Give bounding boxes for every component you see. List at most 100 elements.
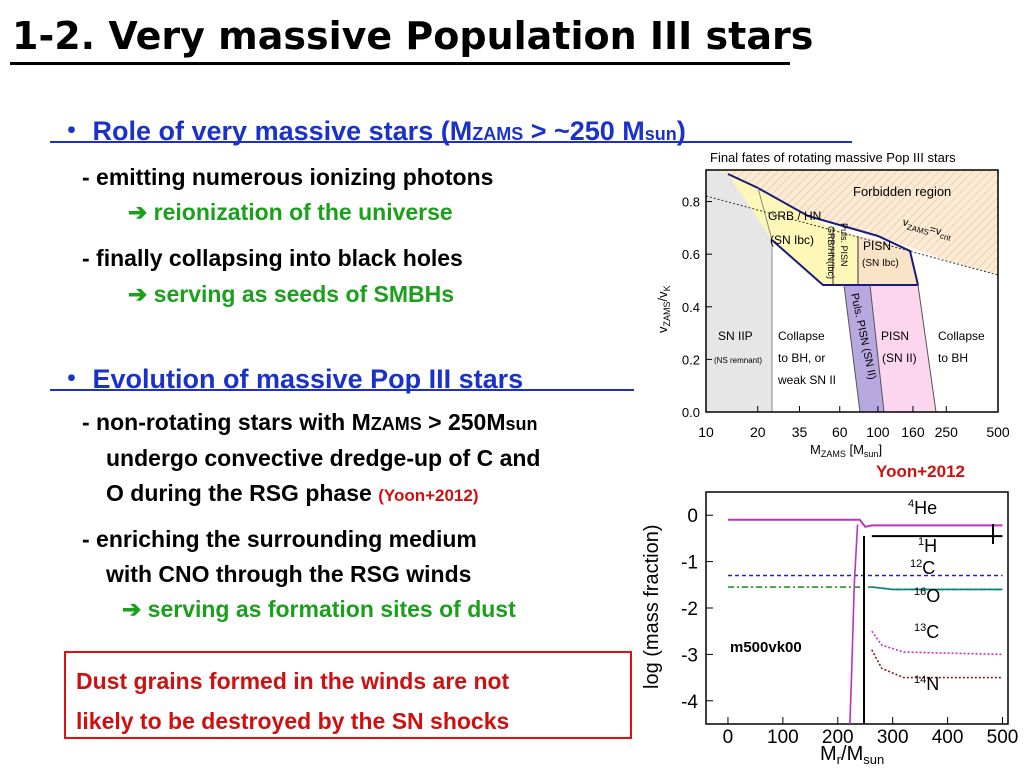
section2-item1-line3-text: O during the RSG phase [106,480,379,506]
profile-x-tick-label: 0 [723,727,734,748]
profile-series-label: 16O [914,586,940,606]
region-pisn-sn2 [870,285,936,412]
profile-y-tick-label: 0 [687,506,698,527]
label-sn-iip: SN IIP [718,329,753,343]
label-sn-iip-2: (NS remnant) [714,356,762,365]
slide-title: 1-2. Very massive Population III stars [12,14,814,58]
profile-series-label: 12C [910,558,935,578]
section2-item1-citation: (Yoon+2012) [378,486,479,505]
fates-x-tick-label: 35 [792,424,808,440]
fates-chart-title: Final fates of rotating massive Pop III … [710,150,956,165]
fates-x-tick-label: 60 [832,424,848,440]
section1-heading-sub2: sun [644,124,677,144]
region-collapse-bh-left [772,240,860,412]
profile-y-tick-label: -1 [681,553,698,574]
profile-series-label: 14N [914,674,939,694]
fates-y-tick-label: 0.6 [682,247,700,262]
section1-item1: - emitting numerous ionizing photons [82,164,494,190]
fates-x-tick-label: 500 [986,424,1010,440]
profile-series-line [871,630,1003,656]
fates-plot-frame [705,169,999,413]
profile-y-ticks: 0 -1 -2 -3 -4 [681,506,713,713]
region-puls-pisn-sn2 [844,285,884,412]
section2-item1-line1-sub2: sun [505,414,538,434]
model-label: m500vk00 [730,639,802,656]
profile-series-line [871,586,1003,591]
section1-item2-result: ➔ serving as seeds of SMBHs [128,281,455,307]
section1-heading-sub: ZAMS [472,124,524,144]
title-underline [10,62,790,65]
fates-x-label: MZAMS [Msun] [810,442,882,459]
profile-x-tick-label: 200 [822,727,854,748]
fates-x-tick-label: 100 [866,424,890,440]
fates-y-tick-label: 0.4 [682,300,700,315]
final-fates-chart: Final fates of rotating massive Pop III … [655,150,1010,459]
label-pisn-ibc-2: (SN Ibc) [862,258,899,269]
profile-y-tick-label: -4 [681,692,698,713]
profile-series-line [728,518,1003,528]
fates-x-tick-label: 10 [698,424,714,440]
label-pisn-ibc: PISN [863,239,891,253]
fates-chart-citation: Yoon+2012 [876,462,965,481]
profile-y-tick-label: -2 [681,599,698,620]
fates-x-tick-label: 20 [750,424,766,440]
section2-item1-line1: - non-rotating stars with MZAMS > 250Msu… [82,409,538,436]
fates-x-ticks: 10 20 35 60 100 160 250 500 [698,406,1010,440]
dust-box-line2: likely to be destroyed by the SN shocks [76,708,510,734]
profile-y-label: log (mass fraction) [641,525,663,690]
label-grb-hn-2: (SN Ibc) [770,233,814,247]
label-pisn-sn2: PISN [881,329,909,343]
profile-x-ticks: 0 100 200 300 400 500 [723,717,1019,748]
region-pisn-ibc [858,236,918,285]
fates-y-tick-label: 0.8 [682,195,700,210]
section2-item2-result: ➔ serving as formation sites of dust [122,596,516,622]
section2-item2-line1: - enriching the surrounding medium [82,526,477,552]
section2-item1-line1-a: - non-rotating stars with M [82,409,371,435]
fates-x-tick-label: 250 [935,424,959,440]
fates-y-tick-label: 0.2 [682,352,700,367]
profile-x-label: Mr/Msun [820,743,884,767]
label-collapse-left: Collapse [778,329,825,343]
fates-y-label: vZAMS/vK [655,285,672,333]
fates-regions [706,170,998,412]
fates-y-ticks: 0.0 0.2 0.4 0.6 0.8 [682,195,712,420]
section1-item1-result: ➔ reionization of the universe [128,199,453,225]
label-puls-pisn-grb: Puls. PISN [839,223,849,267]
section1-heading-c: ) [676,116,686,146]
profile-series [728,518,1003,725]
section2-item2-line2: with CNO through the RSG winds [106,561,472,587]
label-collapse-right-2: to BH [938,351,968,365]
label-puls-pisn-grb-2: GRB/HN(Ibc) [826,226,836,279]
profile-x-tick-label: 100 [767,727,799,748]
profile-he-rise [849,524,859,725]
label-collapse-left-3: weak SN II [777,373,836,387]
label-grb-hn: GRB / HN [768,209,821,223]
region-collapse-bh-right [918,261,998,412]
region-sn-iip [706,170,772,412]
profile-series-label: 13C [914,622,939,642]
label-forbidden: Forbidden region [853,184,951,199]
label-collapse-left-2: to BH, or [778,351,825,365]
profile-series-label: 4He [908,498,937,518]
profile-y-tick-label: -3 [681,645,698,666]
fates-boundaries [727,173,937,413]
section1-item2: - finally collapsing into black holes [82,245,463,271]
section2-item1-line1-sub: ZAMS [370,414,422,434]
region-forbidden [706,170,998,275]
section2-item1-line2: undergo convective dredge-up of C and [106,445,541,471]
profile-series-line [871,649,1003,679]
fates-x-tick-label: 160 [901,424,925,440]
region-puls-pisn-grb [833,228,858,285]
label-collapse-right: Collapse [938,329,985,343]
section2-item1-line3: O during the RSG phase (Yoon+2012) [106,480,479,507]
dust-conclusion-box: Dust grains formed in the winds are not … [64,651,632,739]
region-grb-hn [728,174,833,285]
critical-velocity-line [705,195,999,276]
profile-x-tick-label: 500 [987,727,1019,748]
profile-x-tick-label: 300 [877,727,909,748]
fates-y-tick-label: 0.0 [682,405,700,420]
section1-heading-underline [50,141,852,143]
label-pisn-sn2-2: (SN II) [882,351,917,365]
